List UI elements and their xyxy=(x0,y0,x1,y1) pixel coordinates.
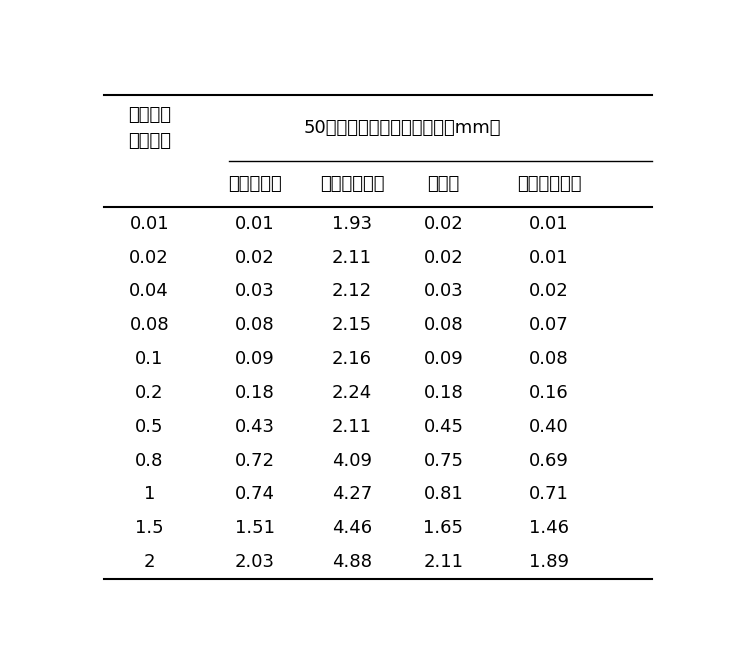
Text: 4.88: 4.88 xyxy=(332,553,372,571)
Text: 2.15: 2.15 xyxy=(332,316,372,334)
Text: 2.24: 2.24 xyxy=(332,384,372,402)
Text: 中点法: 中点法 xyxy=(427,175,460,193)
Text: 0.02: 0.02 xyxy=(529,283,569,301)
Text: 1.65: 1.65 xyxy=(423,519,464,538)
Text: 0.02: 0.02 xyxy=(130,249,169,267)
Text: 1: 1 xyxy=(144,485,155,503)
Text: 2.11: 2.11 xyxy=(423,553,464,571)
Text: 0.1: 0.1 xyxy=(135,350,164,368)
Text: 0.5: 0.5 xyxy=(135,418,164,436)
Text: 非线性迭代法: 非线性迭代法 xyxy=(320,175,384,193)
Text: 1.5: 1.5 xyxy=(135,519,164,538)
Text: 0.08: 0.08 xyxy=(424,316,464,334)
Text: 0.08: 0.08 xyxy=(130,316,169,334)
Text: 0.02: 0.02 xyxy=(424,249,464,267)
Text: 2.11: 2.11 xyxy=(332,418,372,436)
Text: 2.12: 2.12 xyxy=(332,283,372,301)
Text: 0.08: 0.08 xyxy=(235,316,275,334)
Text: 0.03: 0.03 xyxy=(235,283,275,301)
Text: 0.71: 0.71 xyxy=(529,485,569,503)
Text: 2: 2 xyxy=(144,553,155,571)
Text: 0.01: 0.01 xyxy=(529,249,569,267)
Text: 0.45: 0.45 xyxy=(423,418,464,436)
Text: 4.27: 4.27 xyxy=(332,485,372,503)
Text: 0.43: 0.43 xyxy=(235,418,275,436)
Text: 0.04: 0.04 xyxy=(130,283,169,301)
Text: 0.08: 0.08 xyxy=(529,350,569,368)
Text: 1.89: 1.89 xyxy=(529,553,569,571)
Text: 0.02: 0.02 xyxy=(235,249,275,267)
Text: 线性三角法: 线性三角法 xyxy=(228,175,282,193)
Text: 0.03: 0.03 xyxy=(424,283,464,301)
Text: 0.40: 0.40 xyxy=(529,418,569,436)
Text: 4.09: 4.09 xyxy=(332,451,372,469)
Text: 0.07: 0.07 xyxy=(529,316,569,334)
Text: 1.51: 1.51 xyxy=(235,519,275,538)
Text: 公垂线约束法: 公垂线约束法 xyxy=(517,175,581,193)
Text: 1.93: 1.93 xyxy=(332,214,372,233)
Text: 噪声水平: 噪声水平 xyxy=(128,106,171,124)
Text: 1.46: 1.46 xyxy=(529,519,569,538)
Text: 0.09: 0.09 xyxy=(235,350,275,368)
Text: 0.01: 0.01 xyxy=(130,214,169,233)
Text: 0.09: 0.09 xyxy=(424,350,464,368)
Text: 50个空间点重构值的标准差（mm）: 50个空间点重构值的标准差（mm） xyxy=(303,119,500,137)
Text: 0.74: 0.74 xyxy=(235,485,275,503)
Text: 0.01: 0.01 xyxy=(529,214,569,233)
Text: 0.18: 0.18 xyxy=(235,384,275,402)
Text: 2.16: 2.16 xyxy=(332,350,372,368)
Text: 0.18: 0.18 xyxy=(424,384,464,402)
Text: 0.81: 0.81 xyxy=(424,485,464,503)
Text: 0.72: 0.72 xyxy=(235,451,275,469)
Text: 0.75: 0.75 xyxy=(423,451,464,469)
Text: 0.02: 0.02 xyxy=(424,214,464,233)
Text: 4.46: 4.46 xyxy=(332,519,372,538)
Text: 2.03: 2.03 xyxy=(235,553,275,571)
Text: 0.16: 0.16 xyxy=(529,384,569,402)
Text: （像素）: （像素） xyxy=(128,132,171,150)
Text: 0.01: 0.01 xyxy=(235,214,275,233)
Text: 0.2: 0.2 xyxy=(135,384,164,402)
Text: 0.8: 0.8 xyxy=(135,451,164,469)
Text: 0.69: 0.69 xyxy=(529,451,569,469)
Text: 2.11: 2.11 xyxy=(332,249,372,267)
